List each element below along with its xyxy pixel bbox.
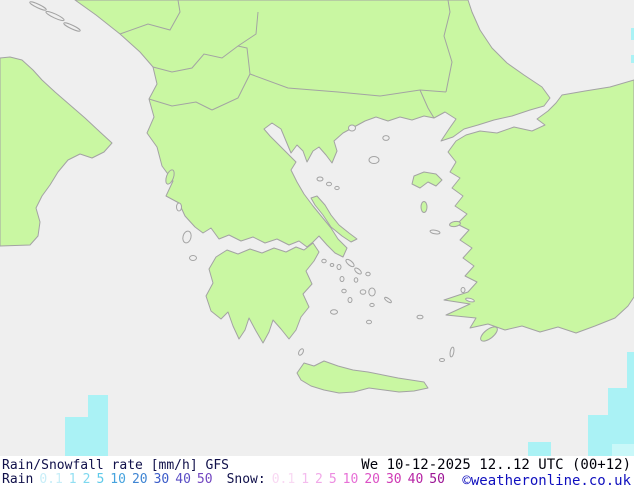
map-title: Rain/Snowfall rate [mm/h] GFS xyxy=(2,458,229,473)
scale-value: 5 xyxy=(328,472,337,487)
copyright-link[interactable]: ©weatheronline.co.uk xyxy=(462,473,631,489)
rain-patch-se-aegean-strip xyxy=(627,352,634,388)
island-chios xyxy=(420,201,428,213)
legend-bar: Rain/Snowfall rate [mm/h] GFS We 10-12-2… xyxy=(0,456,634,490)
island-samos xyxy=(449,220,461,228)
island-rhodes xyxy=(480,326,498,342)
scale-value: 1 xyxy=(301,472,310,487)
scale-value: 30 xyxy=(153,472,170,487)
forecast-datetime: We 10-12-2025 12..12 UTC (00+12) xyxy=(361,457,631,473)
precipitation-map xyxy=(0,0,634,457)
precipitation-patches xyxy=(65,28,634,457)
island-crete xyxy=(296,360,429,394)
island-corfu xyxy=(165,169,175,185)
rain-patch-se-aegean-main xyxy=(588,388,634,457)
landmass-balkans-greece xyxy=(74,0,551,258)
scale-value: 30 xyxy=(385,472,402,487)
scale-value: 2 xyxy=(315,472,323,487)
rain-patch-ionian xyxy=(65,395,108,457)
scale-value: 0.1 xyxy=(271,472,296,487)
rain-scale-values: 0.1 1 2 5 10 20 30 40 50 xyxy=(33,472,212,487)
island-euboea xyxy=(310,195,358,243)
map-area xyxy=(0,0,634,457)
scale-value: 5 xyxy=(96,472,105,487)
scale-value: 2 xyxy=(82,472,91,487)
scale-value: 20 xyxy=(131,472,148,487)
scale-value: 1 xyxy=(68,472,77,487)
rain-patch-blacksea-sliver1 xyxy=(631,28,634,40)
island-lesbos xyxy=(411,171,443,189)
rain-scale-label: Rain xyxy=(2,472,34,487)
scale-value: 50 xyxy=(196,472,213,487)
scale-value: 10 xyxy=(342,472,359,487)
landmass-anatolia xyxy=(443,79,634,334)
landmass-peloponnese xyxy=(205,242,320,344)
snow-scale-label: Snow: xyxy=(226,472,266,487)
scale-value: 50 xyxy=(429,472,445,487)
legend-scale-row: Rain 0.1 1 2 5 10 20 30 40 50 Snow: 0.1 1 2 5 10 20 30… xyxy=(2,472,631,489)
scale-value: 40 xyxy=(407,472,424,487)
scale-value: 0.1 xyxy=(39,472,63,487)
small-islands-group xyxy=(29,1,475,362)
snow-scale-values: 0.1 1 2 5 10 20 30 40 50 xyxy=(266,472,445,487)
scale-value: 10 xyxy=(110,472,126,487)
landmass-italy-heel xyxy=(0,56,113,247)
rain-patch-blacksea-sliver2 xyxy=(631,55,634,63)
scale-value: 40 xyxy=(175,472,191,487)
legend-title-row: Rain/Snowfall rate [mm/h] GFS We 10-12-2… xyxy=(2,457,631,473)
rain-patch-corner-light xyxy=(612,444,634,457)
country-borders xyxy=(119,0,453,119)
scale-value: 20 xyxy=(364,472,380,487)
rain-patch-south-of-rhodes xyxy=(528,442,551,457)
